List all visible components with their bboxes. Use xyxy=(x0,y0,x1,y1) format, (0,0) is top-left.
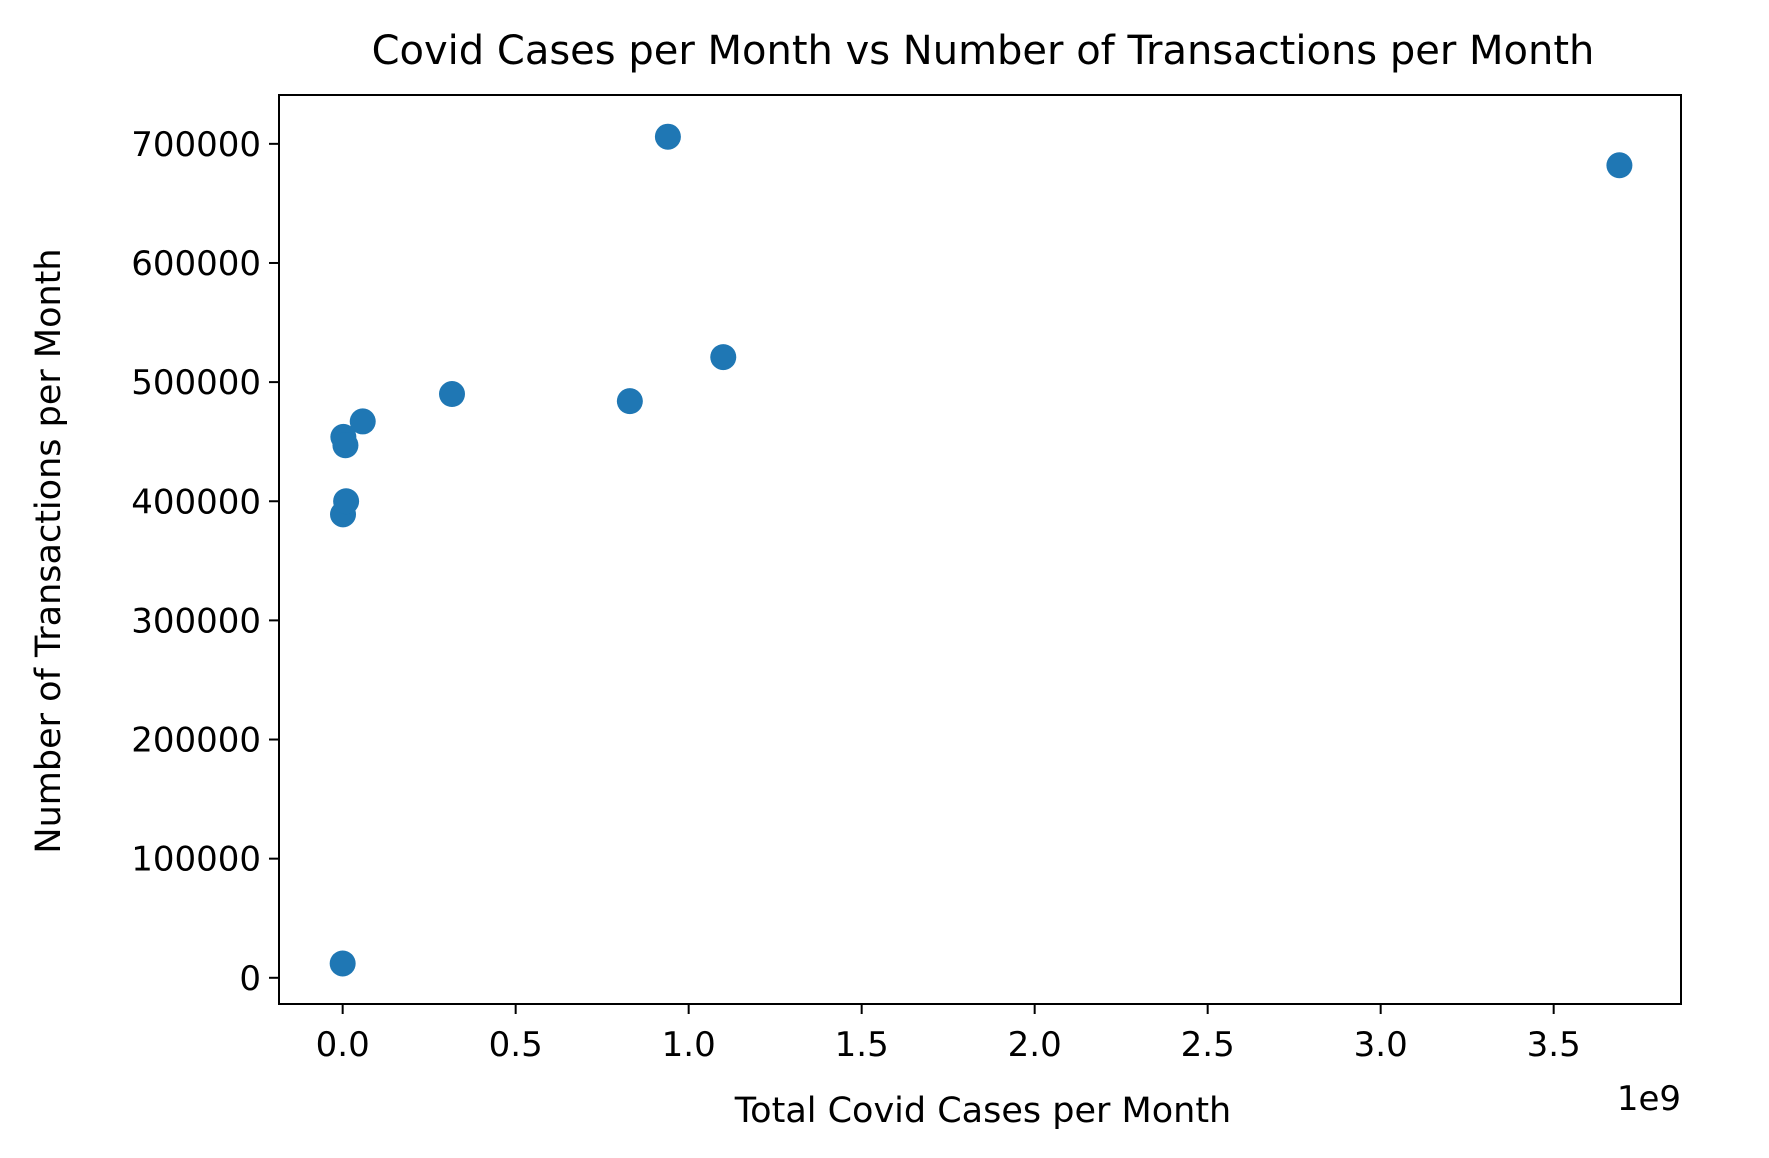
y-tick-label: 200000 xyxy=(131,721,261,761)
chart-title: Covid Cases per Month vs Number of Trans… xyxy=(372,28,1595,74)
data-point xyxy=(616,388,643,415)
plot-area xyxy=(329,123,1633,977)
axes-frame xyxy=(278,94,1682,1005)
data-point xyxy=(349,408,376,435)
data-point xyxy=(329,950,356,977)
y-tick-label: 100000 xyxy=(131,840,261,880)
data-point xyxy=(333,488,360,515)
y-axis-label: Number of Transactions per Month xyxy=(29,248,69,853)
x-tick-label: 3.5 xyxy=(1527,1025,1581,1065)
x-axis-offset-label: 1e9 xyxy=(1617,1079,1681,1119)
x-tick-label: 2.5 xyxy=(1181,1025,1235,1065)
x-tick-label: 1.5 xyxy=(835,1025,889,1065)
x-tick-label: 3.0 xyxy=(1354,1025,1408,1065)
y-tick-label: 300000 xyxy=(131,601,261,641)
x-tick-label: 2.0 xyxy=(1008,1025,1062,1065)
x-tick-label: 0.0 xyxy=(316,1025,370,1065)
x-tick-label: 0.5 xyxy=(489,1025,543,1065)
y-tick-label: 0 xyxy=(239,959,261,999)
data-point xyxy=(710,344,737,371)
x-axis: 0.0 0.5 1.0 1.5 2.0 2.5 3.0 3.5 xyxy=(316,1004,1581,1065)
data-point xyxy=(332,432,359,459)
data-point xyxy=(654,123,681,150)
y-tick-label: 400000 xyxy=(131,482,261,522)
x-tick-label: 1.0 xyxy=(662,1025,716,1065)
x-axis-label: Total Covid Cases per Month xyxy=(734,1091,1231,1131)
y-tick-label: 500000 xyxy=(131,363,261,403)
y-tick-label: 600000 xyxy=(131,244,261,284)
data-point xyxy=(1606,152,1633,179)
y-axis: 0 100000 200000 300000 400000 500000 600000 700… xyxy=(131,125,279,999)
y-tick-label: 700000 xyxy=(131,125,261,165)
data-point xyxy=(439,381,466,408)
